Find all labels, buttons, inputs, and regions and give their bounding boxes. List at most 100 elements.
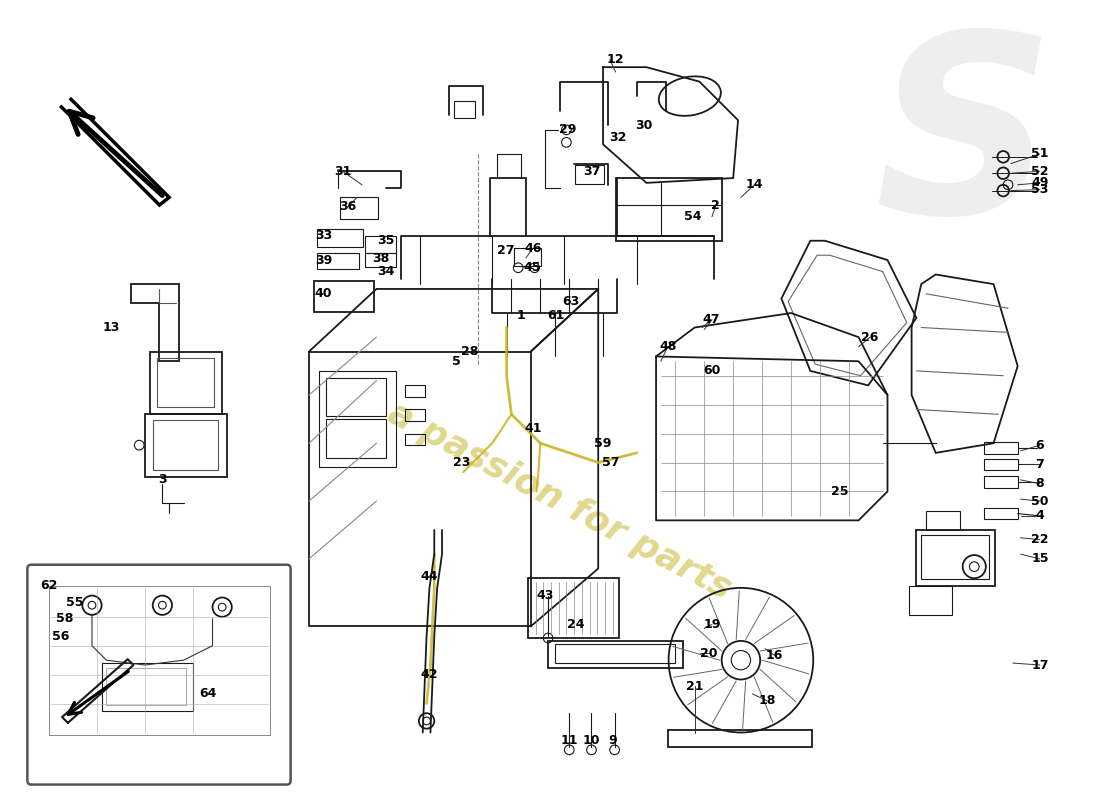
Text: 24: 24 [568,618,585,631]
FancyBboxPatch shape [28,565,290,785]
Text: 57: 57 [602,456,619,469]
Text: 34: 34 [377,265,395,278]
Bar [926,510,960,530]
Text: 60: 60 [703,365,720,378]
Bar [983,442,1018,454]
Text: 15: 15 [1031,553,1048,566]
Bar [916,530,996,586]
Text: 18: 18 [758,694,776,707]
Text: 4: 4 [1035,509,1044,522]
Text: 28: 28 [461,345,478,358]
Text: 54: 54 [684,210,702,223]
Bar [101,663,194,711]
Text: 46: 46 [524,242,541,255]
Text: 25: 25 [830,485,848,498]
Text: 61: 61 [547,310,564,322]
Text: 2: 2 [712,198,720,211]
Text: 41: 41 [525,422,542,435]
Text: 1: 1 [517,310,526,322]
Bar [150,352,222,414]
Text: 27: 27 [497,244,515,257]
Text: 59: 59 [594,437,612,450]
Text: 14: 14 [746,178,763,191]
Text: 35: 35 [377,234,395,247]
Bar [528,578,619,638]
Text: 36: 36 [339,201,356,214]
Text: 17: 17 [1031,658,1048,671]
Text: 31: 31 [334,165,351,178]
Bar [314,282,374,312]
Text: 33: 33 [315,230,332,242]
Bar [983,508,1018,519]
Bar [153,420,218,470]
Text: 40: 40 [315,287,332,300]
Bar [575,165,604,184]
Text: 45: 45 [524,262,541,274]
Bar [406,410,425,421]
Text: 30: 30 [635,118,652,131]
Text: 42: 42 [420,668,438,681]
Text: 29: 29 [559,123,576,136]
Text: 39: 39 [315,254,332,266]
Text: 16: 16 [766,649,783,662]
Text: 38: 38 [373,251,389,265]
Bar [616,178,722,241]
Text: 11: 11 [561,734,578,746]
Bar [453,101,475,118]
Text: 49: 49 [1031,176,1048,190]
Bar [406,434,425,445]
Text: 5: 5 [452,354,461,368]
Text: 32: 32 [608,131,626,144]
Text: 50: 50 [1031,494,1048,507]
Text: 8: 8 [1035,478,1044,490]
Bar [365,254,396,266]
Text: 22: 22 [1031,533,1048,546]
Bar [340,198,378,218]
Text: a passion for parts: a passion for parts [382,396,737,606]
Text: 52: 52 [1031,165,1048,178]
Text: 51: 51 [1031,147,1048,161]
Bar [317,254,359,269]
Text: 13: 13 [102,321,120,334]
Bar [48,586,271,735]
Text: 53: 53 [1031,183,1048,196]
Text: 20: 20 [701,647,718,660]
Bar [548,641,683,668]
Text: 26: 26 [861,330,879,344]
Text: 58: 58 [56,612,74,626]
Bar [909,586,953,615]
Text: S: S [874,23,1055,266]
Bar [554,644,675,663]
Text: 23: 23 [452,456,470,469]
Bar [983,476,1018,487]
Bar [983,458,1018,470]
Text: 56: 56 [53,630,69,642]
Text: 9: 9 [608,734,617,746]
Bar [319,371,396,467]
Text: 19: 19 [703,618,720,631]
Bar [317,229,363,246]
Bar [327,378,386,416]
Bar [921,535,989,579]
Text: 7: 7 [1035,458,1044,471]
Bar [365,236,396,254]
Text: 21: 21 [686,680,703,693]
Text: 63: 63 [562,295,580,308]
Bar [515,249,541,266]
Text: 62: 62 [40,579,57,593]
Bar [406,386,425,397]
Text: 3: 3 [158,474,167,486]
Text: 43: 43 [537,589,554,602]
Text: 47: 47 [702,314,719,326]
Bar [145,414,227,477]
Bar [156,358,214,406]
Text: 44: 44 [420,570,438,582]
Text: 48: 48 [659,340,676,354]
Text: 37: 37 [583,165,601,178]
Text: 12: 12 [607,53,625,66]
Bar [107,668,186,705]
Text: 10: 10 [583,734,601,746]
Bar [668,730,812,747]
Text: 55: 55 [66,596,84,609]
Text: 6: 6 [1035,438,1044,452]
